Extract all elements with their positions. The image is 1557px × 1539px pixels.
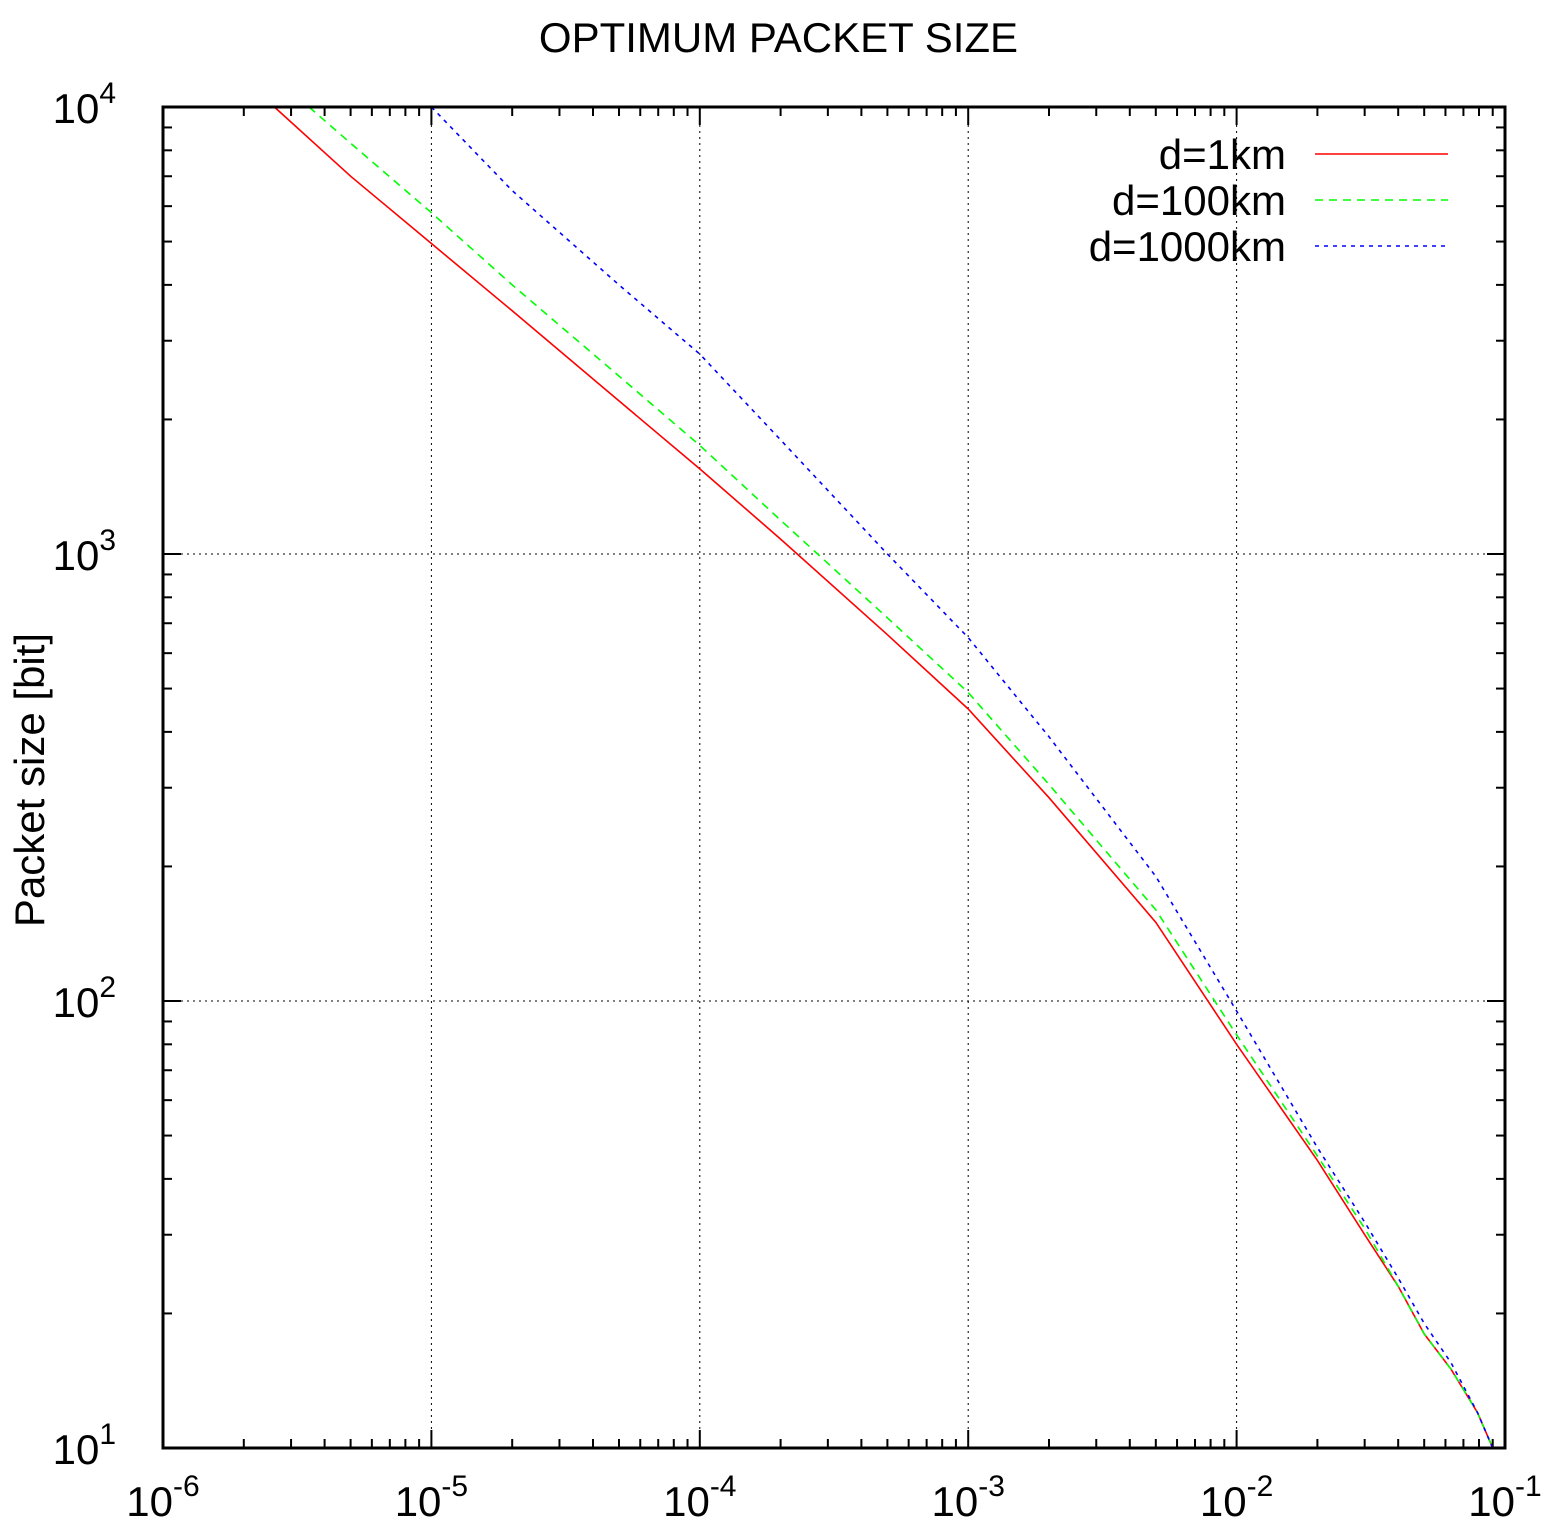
y-tick-label: 101 xyxy=(53,1418,116,1473)
chart-title: OPTIMUM PACKET SIZE xyxy=(538,14,1019,61)
y-tick-label-base: 10 xyxy=(53,979,100,1026)
legend-label: d=100km xyxy=(1112,177,1286,224)
y-tick-label-exponent: 3 xyxy=(99,524,116,557)
x-tick-label: 10-3 xyxy=(931,1470,1004,1525)
x-tick-label: 10-4 xyxy=(663,1470,736,1525)
y-tick-label: 104 xyxy=(53,77,116,132)
y-tick-label: 103 xyxy=(53,524,116,579)
x-tick-label-exponent: -6 xyxy=(173,1470,200,1503)
x-tick-label-base: 10 xyxy=(126,1478,173,1525)
y-tick-label-exponent: 4 xyxy=(99,77,116,110)
y-tick-label-exponent: 2 xyxy=(99,971,116,1004)
series-line-d-1km xyxy=(273,106,1494,1449)
x-tick-label-base: 10 xyxy=(663,1478,710,1525)
x-tick-label-exponent: -4 xyxy=(710,1470,737,1503)
x-tick-label: 10-2 xyxy=(1200,1470,1273,1525)
plot-border xyxy=(161,105,1507,1450)
x-tick-label: 10-5 xyxy=(395,1470,468,1525)
legend-label: d=1000km xyxy=(1089,223,1286,270)
series-line-d-1000km xyxy=(430,106,1494,1449)
x-tick-label-base: 10 xyxy=(395,1478,442,1525)
x-tick-label-base: 10 xyxy=(1468,1478,1515,1525)
x-tick-label-exponent: -5 xyxy=(441,1470,468,1503)
y-tick-label-base: 10 xyxy=(53,1426,100,1473)
y-tick-label: 102 xyxy=(53,971,116,1026)
series-line-d-100km xyxy=(308,106,1494,1449)
x-tick-label: 10-6 xyxy=(126,1470,199,1525)
y-tick-label-base: 10 xyxy=(53,85,100,132)
x-tick-label-exponent: -3 xyxy=(978,1470,1005,1503)
x-tick-label-exponent: -1 xyxy=(1515,1470,1542,1503)
y-tick-label-base: 10 xyxy=(53,532,100,579)
x-tick-label: 10-1 xyxy=(1468,1470,1541,1525)
y-tick-label-exponent: 1 xyxy=(99,1418,116,1451)
x-tick-label-exponent: -2 xyxy=(1247,1470,1274,1503)
legend-label: d=1km xyxy=(1159,131,1286,178)
x-tick-label-base: 10 xyxy=(1200,1478,1247,1525)
x-tick-label-base: 10 xyxy=(931,1478,978,1525)
